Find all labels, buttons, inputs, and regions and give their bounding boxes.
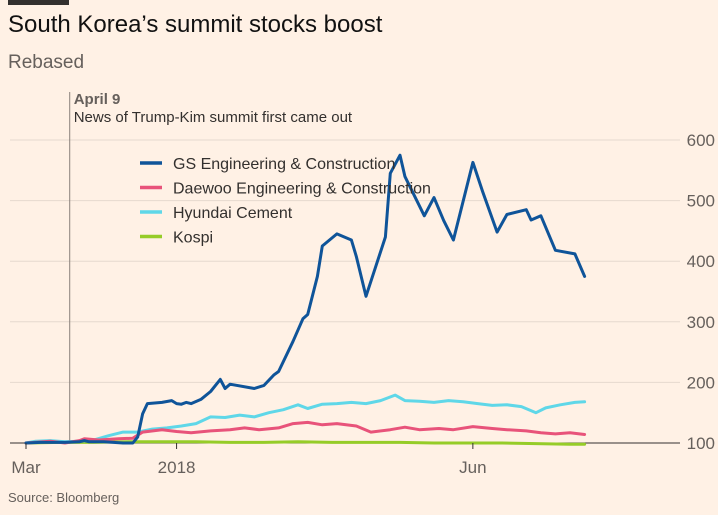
legend-label: GS Engineering & Construction: [173, 156, 395, 173]
y-tick-label: 300: [687, 313, 715, 332]
annotation-text: News of Trump-Kim summit first came out: [74, 109, 353, 126]
chart-title: South Korea’s summit stocks boost: [8, 11, 383, 38]
x-axis-labels: Mar 2018 Jun: [11, 443, 487, 477]
brand-bar: [8, 0, 69, 5]
legend-label: Daewoo Engineering & Construction: [173, 181, 431, 198]
y-tick-label: 100: [687, 434, 715, 453]
series-line-gs-engineering-construction: [24, 153, 587, 445]
annotation-title: April 9: [74, 91, 121, 108]
legend-label: Kospi: [173, 230, 213, 247]
legend-label: Hyundai Cement: [173, 205, 293, 222]
y-axis-labels: 100 200 300 400 500 600: [687, 131, 715, 453]
source-note: Source: Bloomberg: [8, 490, 120, 505]
x-tick-label: Jun: [459, 458, 486, 477]
y-tick-label: 400: [687, 252, 715, 271]
x-tick-label: Mar: [11, 458, 41, 477]
chart-subtitle: Rebased: [8, 52, 85, 73]
y-tick-label: 500: [687, 192, 715, 211]
legend: GS Engineering & Construction Daewoo Engi…: [140, 156, 431, 247]
x-tick-label: 2018: [158, 458, 196, 477]
series-line-hyundai-cement: [24, 393, 587, 445]
series-lines: [24, 153, 587, 446]
y-tick-label: 200: [687, 373, 715, 392]
series-line-daewoo-engineering-construction: [24, 420, 587, 445]
y-tick-label: 600: [687, 131, 715, 150]
